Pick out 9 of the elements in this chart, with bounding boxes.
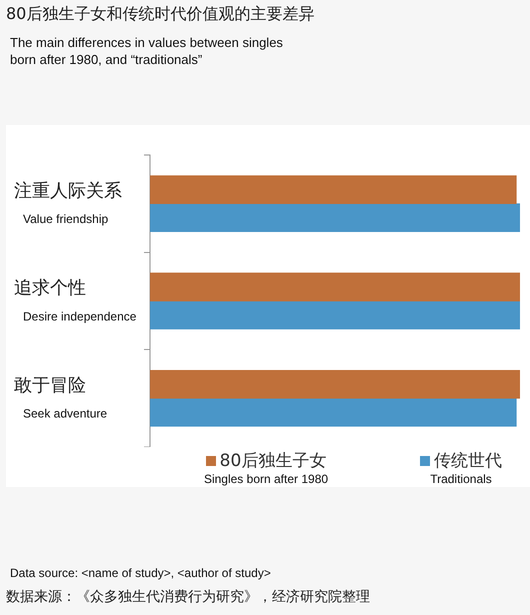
source-note: 数据来源：《众多独生代消费行为研究》，经济研究院整理 — [6, 588, 370, 606]
chart-title: 80后独生子女和传统时代价值观的主要差异 — [6, 4, 314, 25]
source-note: Data source: <name of study>, <author of study> — [10, 566, 271, 580]
y-tick-label: 追求个性 Desire independence — [14, 278, 137, 324]
legend-label: 80后独生子女 Singles born after 1980 — [202, 450, 330, 486]
legend-label: 传统世代 Traditionals — [429, 450, 503, 486]
y-tick-label: 注重人际关系 Value friendship — [14, 180, 122, 226]
chart-subtitle: The main differences in values between singles born after 1980, and “traditionals” — [10, 34, 283, 68]
y-tick-label: 敢于冒险 Seek adventure — [14, 375, 108, 421]
